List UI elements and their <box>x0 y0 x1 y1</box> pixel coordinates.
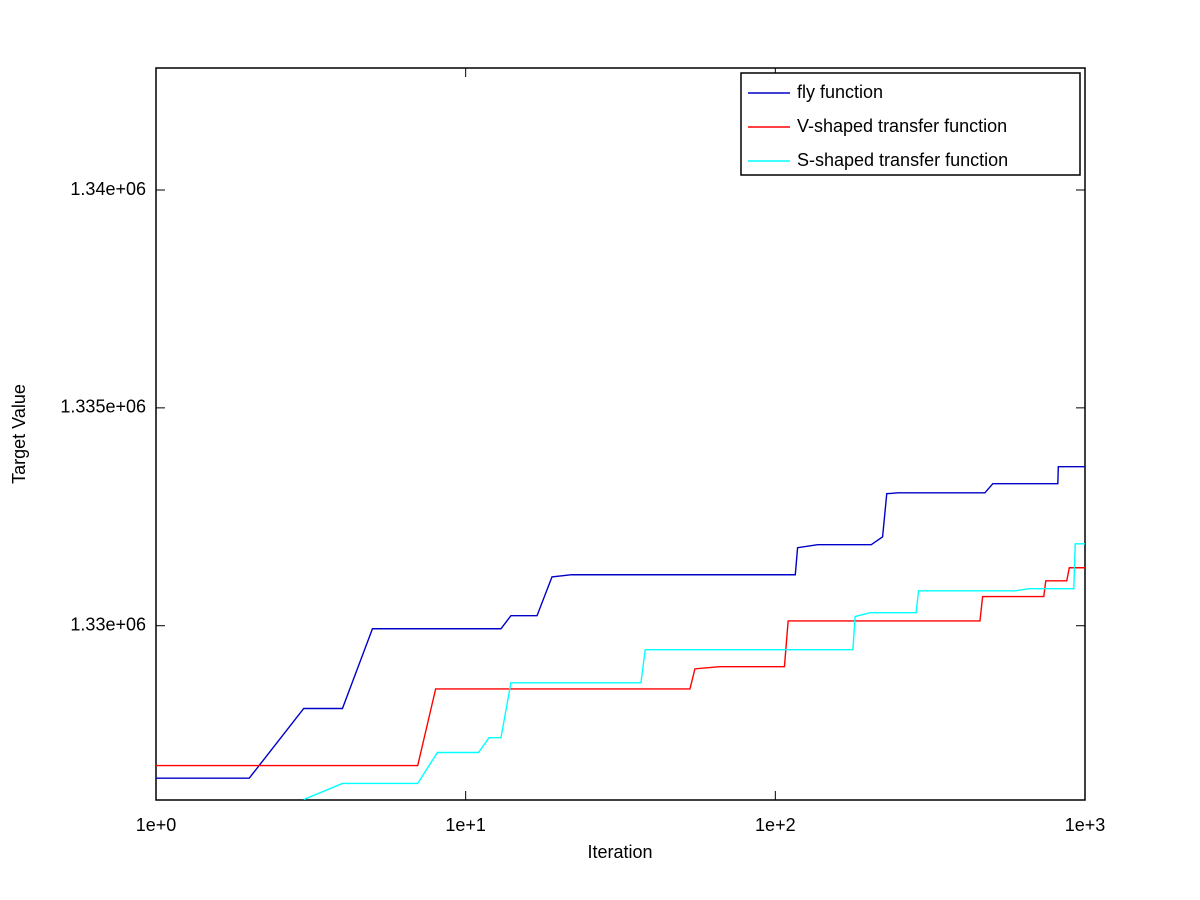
plot-frame <box>155 67 1086 801</box>
x-tick-label: 1e+0 <box>136 815 177 835</box>
y-tick-label: 1.33e+06 <box>70 614 146 634</box>
legend-label: S-shaped transfer function <box>797 150 1008 170</box>
series-line <box>156 567 1085 767</box>
x-tick-label: 1e+1 <box>445 815 486 835</box>
legend-label: fly function <box>797 82 883 102</box>
y-tick-label: 1.34e+06 <box>70 179 146 199</box>
x-axis-label: Iteration <box>587 842 652 862</box>
legend-label: V-shaped transfer function <box>797 116 1007 136</box>
series-line <box>156 465 1085 779</box>
series-line <box>303 543 1085 800</box>
legend-box <box>740 72 1081 176</box>
y-axis-label: Target Value <box>9 384 29 484</box>
y-tick-label: 1.335e+06 <box>60 397 146 417</box>
x-tick-label: 1e+3 <box>1065 815 1106 835</box>
x-tick-label: 1e+2 <box>755 815 796 835</box>
